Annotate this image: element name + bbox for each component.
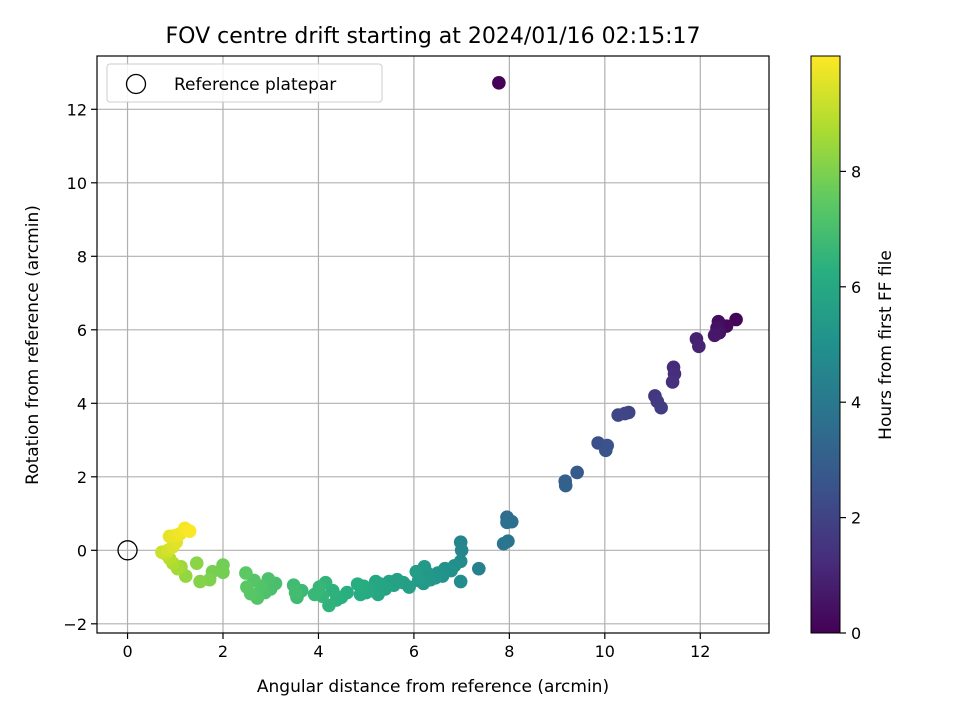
data-point xyxy=(288,585,303,600)
data-point xyxy=(707,328,722,343)
colorbar-label: Hours from first FF file xyxy=(876,250,896,440)
x-tick-label: 6 xyxy=(409,642,419,661)
data-point xyxy=(729,312,743,327)
data-point xyxy=(453,574,468,589)
colorbar-ticks: 0 2 4 6 8 xyxy=(840,162,861,643)
y-tick-label: 6 xyxy=(77,321,87,340)
legend-open-circle-marker xyxy=(125,73,147,95)
x-tick-label: 12 xyxy=(690,642,710,661)
data-points xyxy=(117,76,743,613)
x-tick-label: 4 xyxy=(313,642,323,661)
x-axis-label: Angular distance from reference (arcmin) xyxy=(257,677,609,697)
data-point xyxy=(240,580,254,594)
y-tick-label: −2 xyxy=(63,615,87,634)
data-point xyxy=(409,564,424,579)
x-tick-label: 8 xyxy=(504,642,514,661)
x-tick-label: 0 xyxy=(122,642,132,661)
colorbar-tick-label: 0 xyxy=(851,624,861,643)
colorbar-tick-label: 8 xyxy=(851,162,861,181)
y-tick-label: 12 xyxy=(67,100,87,119)
data-point xyxy=(350,577,365,591)
data-point xyxy=(189,556,204,570)
y-axis-ticks: −2 0 2 4 6 8 10 12 xyxy=(63,100,97,634)
data-point xyxy=(570,465,584,480)
y-tick-label: 8 xyxy=(77,247,87,266)
data-point xyxy=(193,574,207,589)
data-point xyxy=(500,515,514,530)
plot-frame xyxy=(96,55,770,634)
grid-lines xyxy=(97,56,769,633)
data-point xyxy=(558,478,573,493)
data-point xyxy=(472,561,486,576)
y-tick-label: 2 xyxy=(77,468,87,487)
data-point xyxy=(692,339,706,354)
data-point xyxy=(496,536,511,551)
colorbar-tick-label: 6 xyxy=(851,278,861,297)
colorbar-tick-label: 4 xyxy=(851,393,861,412)
reference-platepar-marker xyxy=(117,540,138,561)
colorbar-tick-label: 2 xyxy=(851,509,861,528)
data-point xyxy=(307,587,322,602)
y-tick-label: 0 xyxy=(77,541,87,560)
data-point xyxy=(598,443,613,458)
colorbar-gradient xyxy=(810,55,841,634)
x-tick-label: 2 xyxy=(218,642,228,661)
data-point xyxy=(216,565,230,580)
y-tick-label: 10 xyxy=(67,174,87,193)
x-tick-label: 10 xyxy=(595,642,615,661)
data-point xyxy=(492,76,506,90)
legend-box xyxy=(106,63,383,103)
data-point xyxy=(353,587,368,602)
data-point xyxy=(239,566,253,580)
data-point xyxy=(665,375,680,389)
colorbar: 0 2 4 6 8 Hours from first FF file xyxy=(810,55,896,643)
legend: Reference platepar xyxy=(106,63,383,103)
data-point xyxy=(611,408,625,422)
chart-title: FOV centre drift starting at 2024/01/16 … xyxy=(166,24,701,49)
data-point xyxy=(454,543,469,558)
data-point xyxy=(182,524,197,538)
data-point xyxy=(654,400,668,415)
y-axis-label: Rotation from reference (arcmin) xyxy=(23,205,43,485)
x-axis-ticks: 0 2 4 6 8 10 12 xyxy=(122,633,710,661)
legend-label-reference: Reference platepar xyxy=(174,75,336,95)
y-tick-label: 4 xyxy=(77,394,87,413)
